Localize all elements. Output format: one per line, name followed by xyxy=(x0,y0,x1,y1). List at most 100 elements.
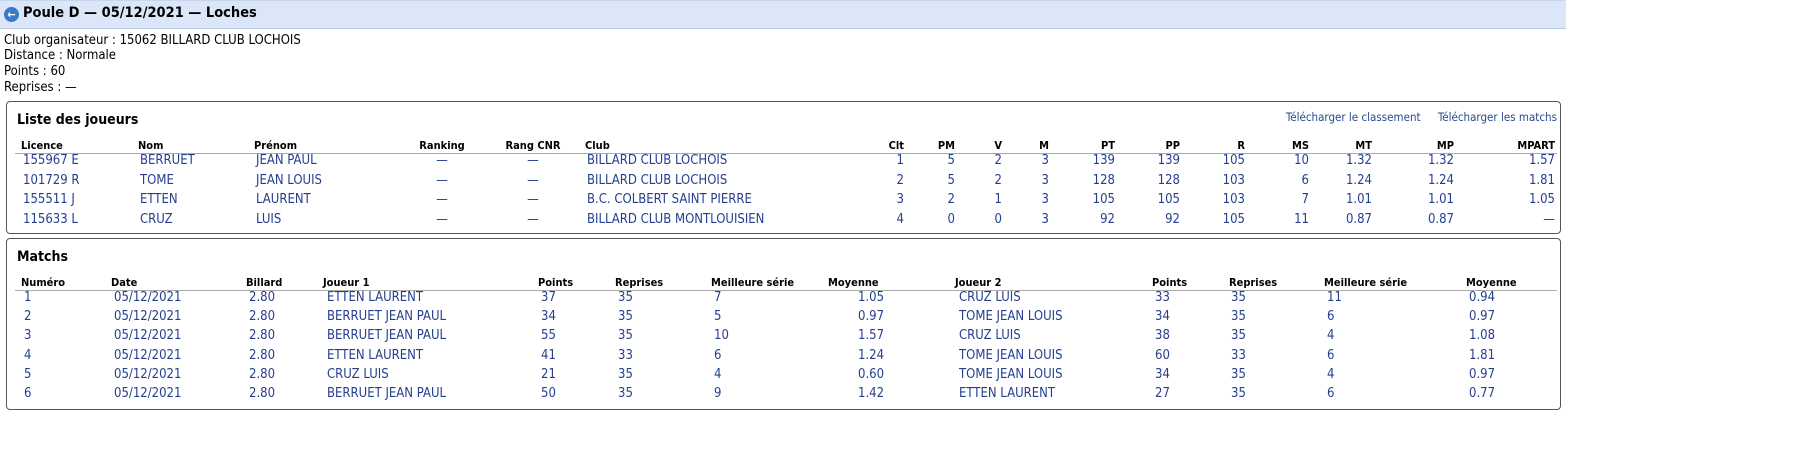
cell: 35 xyxy=(1231,309,1246,325)
cell: 1.05 xyxy=(858,290,885,305)
cell: ETTEN LAURENT xyxy=(327,290,424,305)
cell: 2.80 xyxy=(249,290,276,305)
cell: 105 xyxy=(1222,153,1245,168)
column-header: Moyenne xyxy=(1466,276,1517,289)
cell: 105 xyxy=(1222,211,1245,227)
table-row[interactable]: 3 05/12/2021 2.80 BERRUET JEAN PAUL 55 35 10 1.… xyxy=(15,327,1557,346)
cell: JEAN LOUIS xyxy=(256,172,322,188)
cell: LUIS xyxy=(256,211,282,227)
cell: 35 xyxy=(1231,386,1246,401)
column-header: Joueur 1 xyxy=(323,276,370,289)
cell: 34 xyxy=(541,309,556,325)
info-club: Club organisateur : 15062 BILLARD CLUB L… xyxy=(4,33,301,48)
table-row[interactable]: 5 05/12/2021 2.80 CRUZ LUIS 21 35 4 0.60 TOME JE… xyxy=(15,366,1557,385)
info-distance: Distance : Normale xyxy=(4,48,116,63)
cell: BILLARD CLUB LOCHOIS xyxy=(587,153,728,168)
column-header: Moyenne xyxy=(828,276,879,289)
cell: 1.81 xyxy=(1528,172,1555,188)
info-points: Points : 60 xyxy=(4,64,66,79)
players-title: Liste des joueurs xyxy=(17,112,139,128)
back-arrow-icon[interactable]: ← xyxy=(4,7,19,22)
column-header: PP xyxy=(1165,139,1180,152)
cell: CRUZ xyxy=(140,211,173,227)
cell: 128 xyxy=(1157,172,1180,188)
cell: 0.94 xyxy=(1469,290,1496,305)
column-header: MT xyxy=(1355,139,1372,152)
cell: CRUZ LUIS xyxy=(959,290,1021,305)
table-row[interactable]: 101729 R TOME JEAN LOUIS — — BILLARD CLUB LOC… xyxy=(15,172,1557,191)
cell: — xyxy=(527,192,539,207)
cell: 35 xyxy=(618,386,633,401)
cell: 3 xyxy=(1041,153,1049,168)
cell: 35 xyxy=(1231,290,1246,305)
cell: 105 xyxy=(1092,192,1115,207)
column-header: PT xyxy=(1100,139,1115,152)
table-row[interactable]: 1 05/12/2021 2.80 ETTEN LAURENT 37 35 7 1.05 CRU… xyxy=(15,289,1557,308)
cell: 0.97 xyxy=(1469,366,1496,382)
table-row[interactable]: 155967 E BERRUET JEAN PAUL — — BILLARD CLUB L… xyxy=(15,152,1557,171)
table-row[interactable]: 2 05/12/2021 2.80 BERRUET JEAN PAUL 34 35 5 0.9… xyxy=(15,308,1557,327)
cell: 11 xyxy=(1327,290,1342,305)
cell: B.C. COLBERT SAINT PIERRE xyxy=(587,192,752,207)
column-header: Meilleure série xyxy=(711,276,795,289)
cell: — xyxy=(436,192,448,207)
column-header: Rang CNR xyxy=(505,139,561,152)
cell: 1.01 xyxy=(1345,192,1372,207)
column-header: V xyxy=(994,139,1002,152)
column-header: Club xyxy=(585,139,610,152)
table-row[interactable]: 155511 J ETTEN LAURENT — — B.C. COLBERT SAINT… xyxy=(15,191,1557,210)
cell: TOME JEAN LOUIS xyxy=(959,347,1063,363)
matches-panel: Matchs Numéro Date Billard Joueur 1 Points Re… xyxy=(6,238,1561,410)
download-matches-link[interactable]: Télécharger les matchs xyxy=(1437,110,1557,124)
players-table-header: Licence Nom Prénom Ranking Rang CNR Club Clt PM… xyxy=(15,137,1557,154)
cell: 9 xyxy=(714,386,722,401)
page-title: Poule D — 05/12/2021 — Loches xyxy=(23,5,257,21)
column-header: MS xyxy=(1292,139,1309,152)
cell: BILLARD CLUB LOCHOIS xyxy=(587,172,728,188)
cell: ETTEN LAURENT xyxy=(959,386,1056,401)
cell: 1.32 xyxy=(1427,153,1454,168)
table-row[interactable]: 115633 L CRUZ LUIS — — BILLARD CLUB MONTLOUIS… xyxy=(15,211,1557,230)
cell: 1.05 xyxy=(1528,192,1555,207)
cell: 2 xyxy=(994,153,1002,168)
cell: 55 xyxy=(541,328,556,344)
cell: 6 xyxy=(1327,347,1335,363)
cell: CRUZ LUIS xyxy=(327,366,389,382)
cell: 155511 J xyxy=(23,192,75,207)
cell: — xyxy=(527,172,539,188)
cell: 11 xyxy=(1294,211,1309,227)
cell: 05/12/2021 xyxy=(114,347,182,363)
cell: 35 xyxy=(1231,366,1246,382)
cell: TOME xyxy=(140,172,174,188)
cell: — xyxy=(1543,211,1555,227)
cell: 35 xyxy=(618,290,633,305)
cell: — xyxy=(527,211,539,227)
matches-table-header: Numéro Date Billard Joueur 1 Points Reprises M… xyxy=(15,274,1557,291)
cell: 3 xyxy=(1041,172,1049,188)
column-header: Meilleure série xyxy=(1324,276,1408,289)
cell: 33 xyxy=(1155,290,1170,305)
cell: BERRUET JEAN PAUL xyxy=(327,386,447,401)
table-row[interactable]: 6 05/12/2021 2.80 BERRUET JEAN PAUL 50 35 9 1.4… xyxy=(15,385,1557,404)
table-row[interactable]: 4 05/12/2021 2.80 ETTEN LAURENT 41 33 6 1.24 TOM… xyxy=(15,347,1557,366)
cell: 05/12/2021 xyxy=(114,366,182,382)
cell: 35 xyxy=(1231,328,1246,344)
title-bar: ← Poule D — 05/12/2021 — Loches xyxy=(0,0,1566,29)
download-ranking-link[interactable]: Télécharger le classement xyxy=(1285,110,1421,124)
cell: 155967 E xyxy=(23,153,79,168)
info-reprises: Reprises : — xyxy=(4,80,77,95)
cell: BERRUET xyxy=(140,153,195,168)
cell: 92 xyxy=(1100,211,1115,227)
cell: 1 xyxy=(24,290,32,305)
cell: 05/12/2021 xyxy=(114,290,182,305)
cell: 0 xyxy=(994,211,1002,227)
cell: 4 xyxy=(24,347,32,363)
cell: 3 xyxy=(24,328,32,344)
cell: 1 xyxy=(896,153,904,168)
cell: 4 xyxy=(896,211,904,227)
cell: 2 xyxy=(896,172,904,188)
cell: 05/12/2021 xyxy=(114,328,182,344)
cell: 2 xyxy=(994,172,1002,188)
cell: 0.60 xyxy=(858,366,885,382)
cell: 105 xyxy=(1157,192,1180,207)
